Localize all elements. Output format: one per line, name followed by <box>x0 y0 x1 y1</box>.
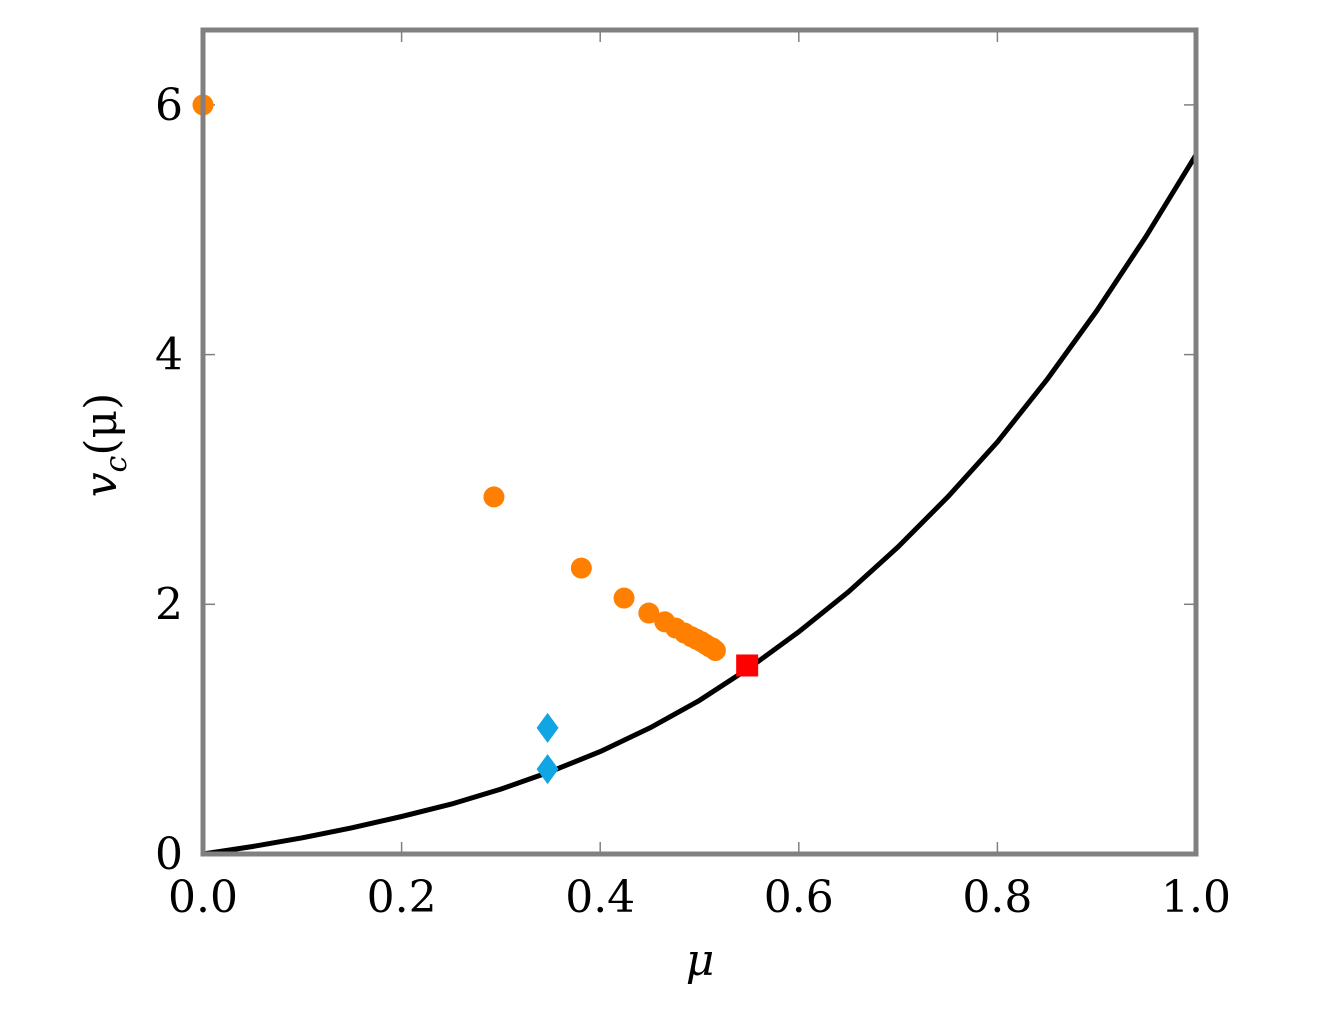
orange-point <box>638 602 660 624</box>
y-tick-label: 0 <box>155 829 183 880</box>
data-series <box>192 94 1199 857</box>
plot-frame-rect <box>200 27 1199 857</box>
y-axis-label-subscript: c <box>99 455 134 472</box>
x-tick-label: 1.0 <box>1161 872 1231 923</box>
x-tick-label: 0.0 <box>168 872 238 923</box>
y-tick-label: 6 <box>155 80 183 131</box>
axis-ticks <box>202 30 1197 855</box>
y-tick-label: 4 <box>155 330 183 381</box>
y-tick-label: 2 <box>155 579 183 630</box>
plot-frame <box>200 27 1199 857</box>
y-axis-label-rest: (μ) <box>76 393 127 456</box>
y-axis-label: vc(μ) <box>76 393 134 498</box>
orange-point <box>704 639 726 661</box>
orange-point <box>570 557 592 579</box>
x-axis-label: μ <box>686 935 715 986</box>
curve-line <box>200 152 1199 857</box>
x-tick-label: 0.8 <box>962 872 1032 923</box>
x-tick-label: 0.2 <box>367 872 437 923</box>
x-tick-label: 0.4 <box>565 872 635 923</box>
tick-labels: 0.0 0.2 0.4 0.6 0.8 1.0 0 2 4 6 <box>155 80 1231 923</box>
orange-point <box>613 587 635 609</box>
orange-point <box>483 486 505 508</box>
x-tick-label: 0.6 <box>764 872 834 923</box>
blue-diamond-point <box>536 712 559 743</box>
y-axis-label-main: v <box>76 472 127 497</box>
red-square-point <box>736 654 759 677</box>
blue-diamond-point <box>536 754 559 785</box>
